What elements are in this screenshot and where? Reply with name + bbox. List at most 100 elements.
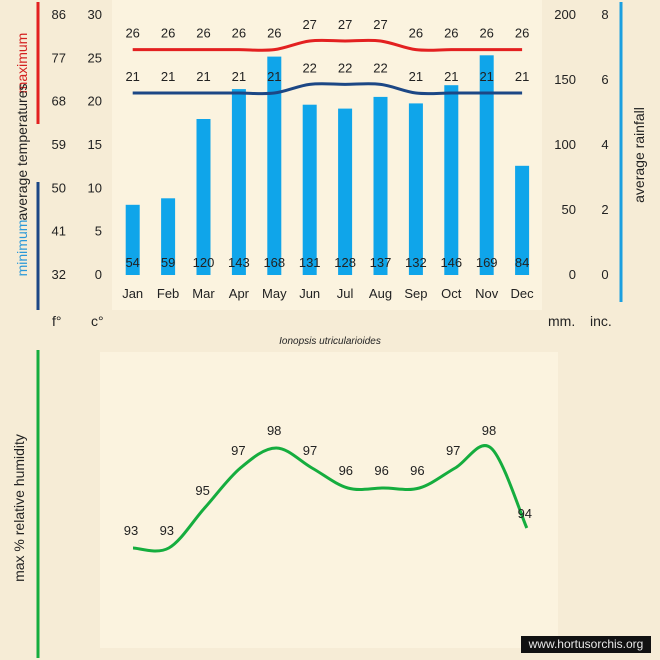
max-temp-label: 26 <box>409 26 423 41</box>
humidity-value-label: 95 <box>195 483 209 498</box>
min-temp-label: 21 <box>444 69 458 84</box>
temperature-axis-label: average temperatures <box>14 84 30 221</box>
max-temp-label: 26 <box>479 26 493 41</box>
inch-tick-label: 6 <box>601 72 608 87</box>
rainfall-bar <box>338 108 353 275</box>
rainfall-value-label: 143 <box>228 255 250 270</box>
min-temp-label: 22 <box>373 60 387 75</box>
temperature-rainfall-panel <box>112 0 542 310</box>
celsius-tick-label: 5 <box>95 224 102 239</box>
humidity-value-label: 96 <box>339 463 353 478</box>
humidity-value-label: 98 <box>267 423 281 438</box>
min-temp-label: 21 <box>267 69 281 84</box>
max-temp-label: 26 <box>161 26 175 41</box>
rainfall-bar <box>479 55 494 275</box>
humidity-value-label: 97 <box>303 443 317 458</box>
max-temp-label: 26 <box>267 26 281 41</box>
humidity-line <box>132 444 529 553</box>
celsius-tick-label: 20 <box>88 94 102 109</box>
rainfall-bar <box>408 103 423 276</box>
rainfall-bar <box>515 165 530 275</box>
humidity-axis-label: max % relative humidity <box>11 434 27 582</box>
unit-mm: mm. <box>548 313 575 329</box>
celsius-tick-label: 0 <box>95 267 102 282</box>
rainfall-axis-label: average rainfall <box>631 107 647 203</box>
humidity-value-label: 96 <box>410 463 424 478</box>
rainfall-bar <box>125 204 140 275</box>
humidity-value-label: 94 <box>518 506 532 521</box>
min-temp-label: 21 <box>409 69 423 84</box>
unit-fahrenheit: f° <box>52 313 62 329</box>
mm-tick-label: 200 <box>554 7 576 22</box>
rainfall-bars <box>125 55 530 276</box>
rainfall-value-label: 84 <box>515 255 529 270</box>
month-label: Sep <box>404 286 427 301</box>
month-label: Jul <box>337 286 354 301</box>
month-label: Jan <box>122 286 143 301</box>
fahrenheit-tick-label: 86 <box>52 7 66 22</box>
humidity-panel <box>100 352 558 648</box>
min-temp-label: 21 <box>232 69 246 84</box>
month-label: Nov <box>475 286 499 301</box>
min-temp-label: 22 <box>302 60 316 75</box>
rainfall-bar <box>302 104 317 275</box>
maximum-axis-label: maximum <box>14 33 30 94</box>
temperature-lines <box>132 38 529 553</box>
min-temp-label: 22 <box>338 60 352 75</box>
credit-watermark: www.hortusorchis.org <box>521 636 651 653</box>
humidity-value-label: 93 <box>160 523 174 538</box>
rainfall-value-label: 169 <box>476 255 498 270</box>
min-temp-label: 21 <box>479 69 493 84</box>
celsius-tick-label: 15 <box>88 137 102 152</box>
max-temp-label: 26 <box>232 26 246 41</box>
month-label: Dec <box>511 286 535 301</box>
min-temp-label: 21 <box>515 69 529 84</box>
rainfall-value-label: 120 <box>193 255 215 270</box>
celsius-tick-label: 25 <box>88 50 102 65</box>
humidity-value-label: 96 <box>374 463 388 478</box>
rainfall-value-label: 131 <box>299 255 321 270</box>
rainfall-value-label: 54 <box>125 255 139 270</box>
fahrenheit-tick-label: 77 <box>52 50 66 65</box>
unit-celsius: c° <box>91 313 104 329</box>
rainfall-bar <box>231 89 246 275</box>
month-label: Aug <box>369 286 392 301</box>
month-label: Apr <box>229 286 250 301</box>
max-temp-label: 27 <box>373 17 387 32</box>
max-temp-label: 26 <box>444 26 458 41</box>
humidity-value-label: 97 <box>446 443 460 458</box>
min-temp-label: 21 <box>125 69 139 84</box>
mm-tick-label: 0 <box>569 267 576 282</box>
mm-tick-label: 100 <box>554 137 576 152</box>
humidity-value-label: 93 <box>124 523 138 538</box>
rainfall-bar <box>373 96 388 276</box>
month-label: Jun <box>299 286 320 301</box>
maximum-temperature-line <box>132 38 523 52</box>
month-label: Oct <box>441 286 462 301</box>
unit-inches: inc. <box>590 313 612 329</box>
fahrenheit-tick-label: 68 <box>52 94 66 109</box>
inch-tick-label: 2 <box>601 202 608 217</box>
fahrenheit-tick-label: 32 <box>52 267 66 282</box>
mm-tick-label: 50 <box>562 202 576 217</box>
celsius-tick-label: 10 <box>88 180 102 195</box>
max-temp-label: 26 <box>125 26 139 41</box>
max-temp-label: 27 <box>338 17 352 32</box>
fahrenheit-tick-label: 41 <box>52 224 66 239</box>
rainfall-bar <box>267 56 282 275</box>
minimum-temperature-line <box>132 82 523 96</box>
rainfall-value-label: 168 <box>263 255 285 270</box>
min-temp-label: 21 <box>161 69 175 84</box>
rainfall-value-label: 137 <box>370 255 392 270</box>
rainfall-value-label: 59 <box>161 255 175 270</box>
mm-tick-label: 150 <box>554 72 576 87</box>
rainfall-value-label: 132 <box>405 255 427 270</box>
celsius-tick-label: 30 <box>88 7 102 22</box>
fahrenheit-tick-label: 59 <box>52 137 66 152</box>
month-label: May <box>262 286 287 301</box>
inch-tick-label: 0 <box>601 267 608 282</box>
max-temp-label: 26 <box>515 26 529 41</box>
